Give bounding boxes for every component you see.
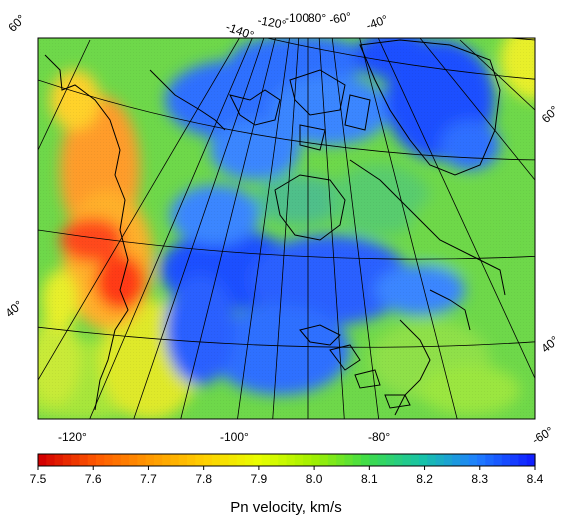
colorbar-cell: [54, 454, 64, 466]
colorbar-cell: [79, 454, 89, 466]
colorbar-cell: [170, 454, 180, 466]
colorbar-cell: [71, 454, 81, 466]
colorbar-cell: [518, 454, 528, 466]
colorbar-cell: [394, 454, 404, 466]
colorbar: 7.5 7.6 7.7 7.8 7.9 8.0 8.1 8.2 8.3 8.4 Pn veloci…: [30, 453, 544, 516]
colorbar-cell: [62, 454, 72, 466]
colorbar-cell: [228, 454, 238, 466]
colorbar-cell: [203, 454, 213, 466]
colorbar-cells: [38, 454, 536, 466]
colorbar-cell: [427, 454, 437, 466]
colorbar-tick-label: 7.6: [85, 472, 102, 486]
lon-label-bottom: -120°: [58, 430, 87, 444]
colorbar-cell: [443, 454, 453, 466]
lon-label-top: 80°: [308, 11, 326, 25]
colorbar-frame: [37, 453, 536, 467]
lon-label-top: -120°: [256, 13, 287, 32]
colorbar-cell: [178, 454, 188, 466]
colorbar-cell: [38, 454, 47, 466]
colorbar-cell: [104, 454, 114, 466]
colorbar-cell: [485, 454, 495, 466]
colorbar-tick-label: 8.3: [471, 472, 488, 486]
lon-label-bottom: -60°: [530, 424, 556, 447]
colorbar-cell: [460, 454, 470, 466]
colorbar-cell: [452, 454, 462, 466]
colorbar-cell: [435, 454, 445, 466]
lat-label-right: 60°: [539, 103, 562, 126]
lon-label-bottom: -80°: [368, 430, 390, 444]
colorbar-cell: [468, 454, 478, 466]
lat-arc-50: [38, 229, 535, 260]
colorbar-cell: [211, 454, 221, 466]
lon-label-top: -100: [285, 11, 309, 25]
lat-label-left: 60°: [5, 12, 28, 35]
colorbar-cell: [501, 454, 511, 466]
colorbar-cell: [369, 454, 379, 466]
colorbar-cell: [137, 454, 147, 466]
colorbar-ticks: 7.5 7.6 7.7 7.8 7.9 8.0 8.1 8.2 8.3 8.4: [30, 466, 544, 486]
colorbar-cell: [278, 454, 288, 466]
colorbar-tick-label: 8.0: [306, 472, 323, 486]
colorbar-cell: [493, 454, 503, 466]
lat-label-left: 40°: [3, 298, 26, 321]
colorbar-tick-label: 7.8: [195, 472, 212, 486]
colorbar-cell: [87, 454, 97, 466]
lon-labels-bottom: -120° -100° -80° -60°: [58, 424, 556, 447]
colorbar-cell: [526, 454, 536, 466]
colorbar-cell: [153, 454, 163, 466]
lon-label-top: -40°: [364, 12, 390, 33]
colorbar-tick-label: 7.7: [140, 472, 157, 486]
colorbar-cell: [162, 454, 172, 466]
colorbar-cell: [120, 454, 130, 466]
colorbar-cell: [327, 454, 337, 466]
colorbar-cell: [352, 454, 362, 466]
lat-label-right: 40°: [538, 333, 561, 356]
coastlines: [44, 39, 506, 416]
lon-label-top: -60°: [328, 9, 352, 27]
colorbar-cell: [195, 454, 205, 466]
colorbar-cell: [319, 454, 329, 466]
colorbar-cell: [336, 454, 346, 466]
colorbar-cell: [385, 454, 395, 466]
graticule: [38, 38, 535, 419]
colorbar-tick-label: 7.9: [251, 472, 268, 486]
colorbar-title: Pn velocity, km/s: [230, 499, 341, 516]
colorbar-cell: [46, 454, 56, 466]
colorbar-cell: [261, 454, 271, 466]
colorbar-cell: [245, 454, 254, 466]
colorbar-cell: [236, 454, 246, 466]
colorbar-tick-label: 8.1: [361, 472, 378, 486]
colorbar-cell: [294, 454, 304, 466]
colorbar-cell: [269, 454, 279, 466]
lat-arc-70: [265, 38, 535, 80]
colorbar-cell: [286, 454, 296, 466]
colorbar-tick-label: 8.4: [527, 472, 544, 486]
map-frame: [37, 37, 536, 420]
lon-label-bottom: -100°: [220, 430, 249, 444]
velocity-field: [38, 38, 535, 419]
colorbar-tick-label: 8.2: [416, 472, 433, 486]
colorbar-cell: [145, 454, 155, 466]
colorbar-cell: [220, 454, 230, 466]
colorbar-cell: [253, 454, 263, 466]
colorbar-cell: [112, 454, 122, 466]
colorbar-cell: [311, 454, 321, 466]
colorbar-cell: [402, 454, 412, 466]
colorbar-cell: [410, 454, 420, 466]
colorbar-cell: [419, 454, 428, 466]
colorbar-cell: [303, 454, 312, 466]
colorbar-cell: [187, 454, 196, 466]
colorbar-cell: [477, 454, 486, 466]
colorbar-cell: [95, 454, 105, 466]
colorbar-tick-label: 7.5: [30, 472, 47, 486]
colorbar-cell: [361, 454, 370, 466]
colorbar-cell: [344, 454, 354, 466]
colorbar-cell: [510, 454, 520, 466]
lat-arc-40: [38, 326, 535, 348]
colorbar-cell: [377, 454, 387, 466]
colorbar-cell: [129, 454, 138, 466]
